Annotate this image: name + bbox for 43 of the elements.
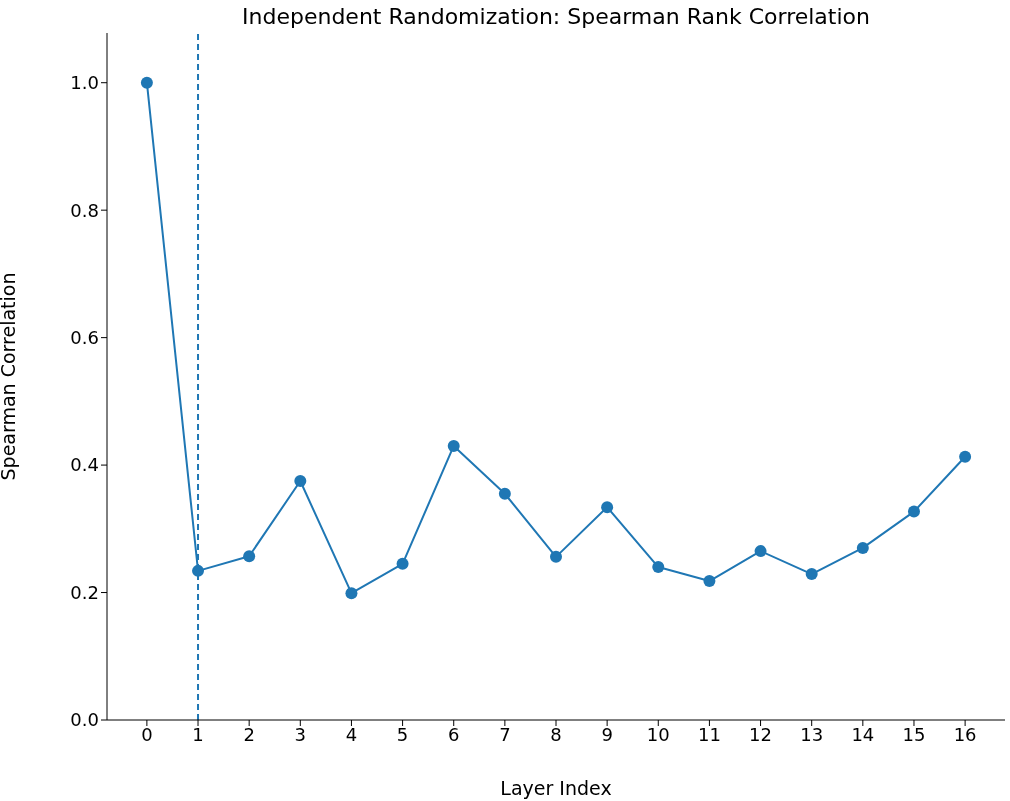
x-tick-label: 13: [800, 723, 824, 745]
y-tick-label: 0.2: [70, 581, 99, 603]
y-tick-label: 0.0: [70, 709, 99, 731]
x-tick-label: 8: [550, 723, 562, 745]
point: [345, 587, 358, 600]
x-tick-label: 14: [851, 723, 875, 745]
y-tick-label: 1.0: [70, 72, 99, 94]
y-tick-label: 0.6: [70, 327, 99, 349]
point: [396, 557, 409, 570]
x-tick-label: 3: [294, 723, 307, 745]
chart-title: Independent Randomization: Spearman Rank Correlation: [241, 4, 871, 29]
x-tick-label: 5: [396, 723, 409, 745]
point: [498, 487, 511, 500]
point: [703, 575, 716, 588]
x-tick-label: 6: [448, 723, 460, 745]
point: [907, 505, 920, 518]
x-tick-label: 4: [345, 723, 358, 745]
point: [652, 561, 665, 574]
x-tick-label: 0: [141, 723, 153, 745]
point: [140, 76, 153, 89]
point: [447, 439, 460, 452]
y-tick-label: 0.8: [70, 199, 99, 221]
y-tick-label: 0.4: [70, 454, 99, 476]
x-axis-title: Layer Index: [500, 777, 612, 799]
x-tick-label: 1: [192, 723, 204, 745]
x-tick-label: 7: [499, 723, 511, 745]
x-tick-label: 15: [902, 723, 926, 745]
x-tick-label: 10: [646, 723, 670, 745]
point: [959, 450, 972, 463]
point: [294, 475, 307, 488]
point: [243, 550, 256, 563]
point: [192, 564, 205, 577]
x-tick-label: 16: [953, 723, 977, 745]
point: [856, 541, 869, 554]
point: [601, 501, 614, 514]
y-axis-title: Spearman Correlation: [0, 272, 19, 481]
x-tick-label: 2: [243, 723, 255, 745]
point: [550, 550, 562, 563]
point: [805, 568, 818, 581]
x-tick-label: 9: [601, 723, 613, 745]
point: [754, 545, 767, 558]
x-tick-label: 11: [697, 723, 721, 745]
x-tick-label: 12: [749, 723, 773, 745]
